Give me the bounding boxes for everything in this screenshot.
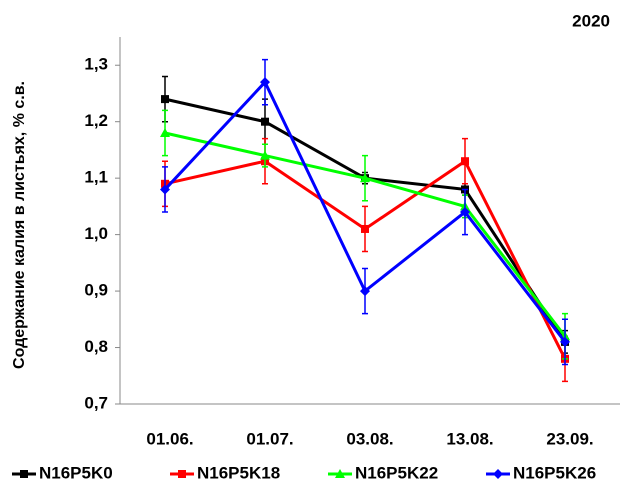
- x-tick-label: 13.08.: [446, 429, 493, 448]
- marker: [160, 184, 170, 195]
- marker: [178, 470, 186, 478]
- marker: [360, 173, 370, 183]
- x-tick-label: 01.07.: [246, 429, 293, 448]
- legend-label: N16P5K18: [197, 463, 280, 482]
- y-tick-label: 1,3: [84, 55, 108, 74]
- y-tick-label: 0,7: [84, 393, 108, 412]
- marker: [560, 336, 570, 347]
- marker: [160, 127, 170, 137]
- marker: [260, 77, 270, 88]
- y-tick-label: 1,2: [84, 111, 108, 130]
- x-tick-label: 03.08.: [346, 429, 393, 448]
- marker: [161, 95, 169, 104]
- legend-label: N16P5K22: [355, 463, 438, 482]
- y-axis-label: Содержание калия в листьях, % с.в.: [11, 81, 28, 369]
- y-tick-label: 1,1: [84, 168, 108, 187]
- y-tick-label: 0,9: [84, 281, 108, 300]
- marker: [261, 117, 269, 126]
- marker: [260, 150, 270, 160]
- legend-label: N16P5K0: [39, 463, 113, 482]
- marker: [461, 157, 469, 166]
- marker: [460, 207, 470, 218]
- legend-label: N16P5K26: [513, 463, 596, 482]
- y-tick-label: 1,0: [84, 224, 108, 243]
- x-tick-label: 23.09.: [546, 429, 593, 448]
- marker: [493, 469, 503, 479]
- marker: [20, 470, 28, 478]
- marker: [360, 286, 370, 297]
- y-tick-label: 0,8: [84, 337, 108, 356]
- x-tick-label: 01.06.: [146, 429, 193, 448]
- marker: [361, 224, 369, 233]
- marker: [335, 469, 345, 478]
- chart-title: 2020: [572, 11, 610, 30]
